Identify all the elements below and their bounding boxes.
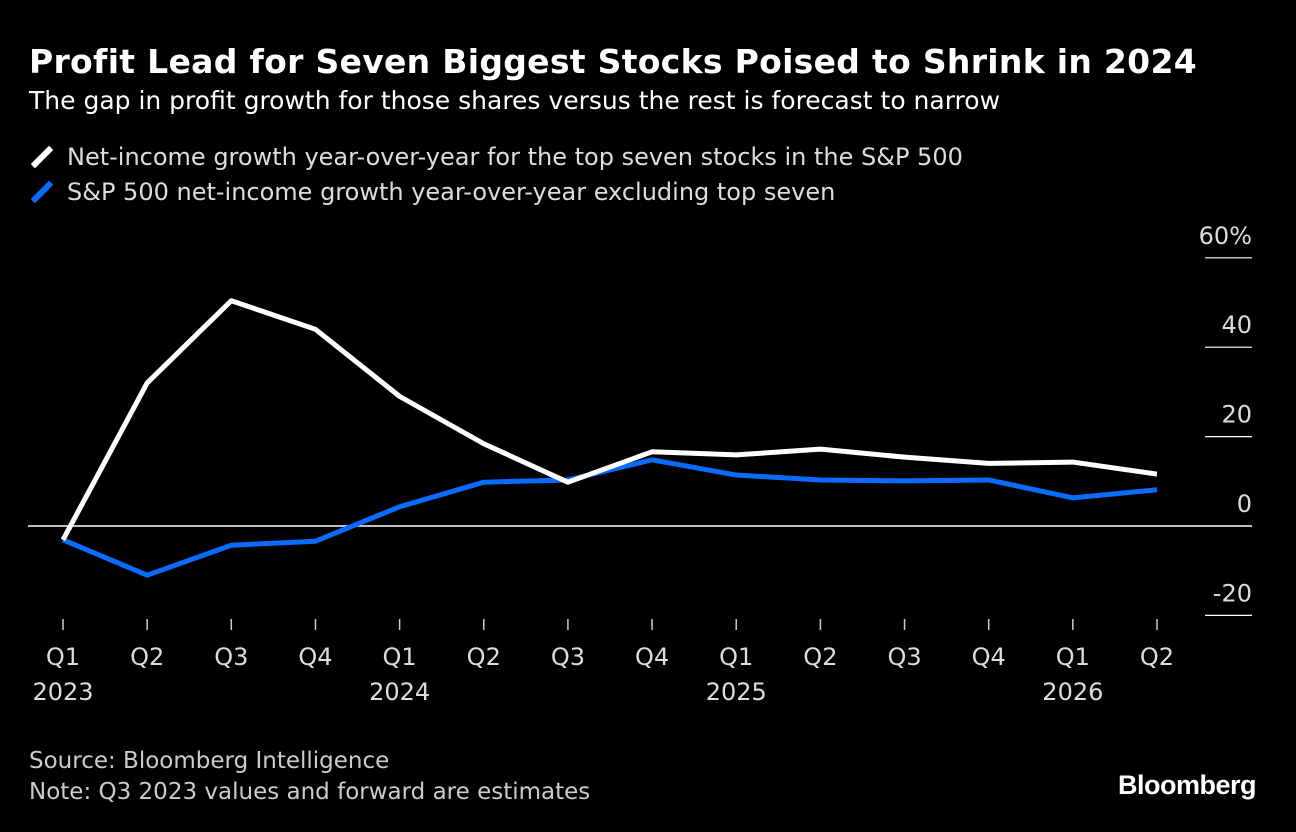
series-line-rest [62,457,1158,578]
x-tick-label: Q2 [803,643,837,671]
x-tick-label: Q3 [887,643,921,671]
x-tick-label: Q1 [383,643,417,671]
bloomberg-logo: Bloomberg [1117,770,1257,800]
x-tick-label: Q2 [130,643,164,671]
x-year-label: 2026 [1042,678,1103,706]
x-year-label: 2024 [369,678,430,706]
x-year-label: 2025 [706,678,767,706]
y-tick-label: 20 [1221,401,1252,429]
chart-subtitle: The gap in profit growth for those share… [29,86,1001,115]
y-tick-label: -20 [1213,579,1252,607]
legend-label: S&P 500 net-income growth year-over-year… [67,178,836,206]
x-tick-label: Q4 [298,643,332,671]
x-year-label: 2023 [32,678,93,706]
y-tick-label: 0 [1237,490,1252,518]
y-tick-label: 40 [1221,311,1252,339]
legend-item-rest: S&P 500 net-income growth year-over-year… [29,178,835,206]
x-tick-label: Q2 [467,643,501,671]
source-note: Source: Bloomberg Intelligence [29,748,390,774]
x-tick-label: Q4 [972,643,1006,671]
x-tick-label: Q4 [635,643,669,671]
x-tick-label: Q3 [551,643,585,671]
footnote: Note: Q3 2023 values and forward are est… [29,779,591,805]
y-tick-label: 60% [1199,222,1252,250]
legend-label: Net-income growth year-over-year for the… [67,143,963,171]
x-tick-label: Q2 [1140,643,1174,671]
x-tick-label: Q1 [1056,643,1090,671]
series-line-top-seven [60,298,1158,542]
x-tick-label: Q1 [719,643,753,671]
x-tick-label: Q1 [46,643,80,671]
chart-title: Profit Lead for Seven Biggest Stocks Poi… [29,42,1197,81]
x-tick-label: Q3 [214,643,248,671]
legend-item-top-seven: Net-income growth year-over-year for the… [29,143,963,171]
